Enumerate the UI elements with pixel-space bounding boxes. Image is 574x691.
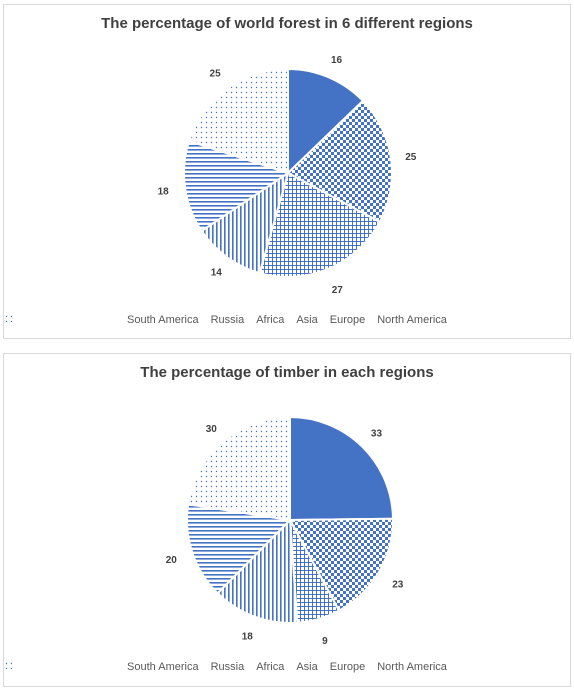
legend-swatch — [4, 314, 12, 322]
pie-slice-asia — [200, 170, 290, 275]
pie-slice-africa — [258, 171, 382, 278]
legend-timber: South America Russia Africa Asia Europe North… — [4, 661, 570, 673]
legend-label: South America — [127, 661, 199, 673]
legend-label: South America — [127, 314, 199, 326]
chart-title-forest: The percentage of world forest in 6 diff… — [101, 15, 473, 32]
data-label-africa: 27 — [332, 285, 344, 296]
legend-item-north-america: North America — [4, 661, 447, 673]
chart-panel-forest: The percentage of world forest in 6 diff… — [3, 4, 571, 339]
legend-label: North America — [377, 661, 447, 673]
legend-item-africa: Africa — [4, 661, 285, 673]
chart-panel-timber: The percentage of timber in each regions… — [3, 353, 571, 687]
legend-label: Europe — [329, 314, 366, 326]
data-label-north-america: 30 — [206, 424, 218, 435]
pie-slice-russia — [288, 517, 394, 612]
pie-slice-europe — [186, 503, 293, 595]
data-label-russia: 23 — [392, 579, 404, 590]
pie-slice-russia — [286, 99, 393, 224]
legend-item-asia: Asia — [4, 314, 318, 326]
data-label-russia: 25 — [405, 152, 417, 163]
legend-item-africa: Africa — [4, 314, 285, 326]
legend-swatch — [4, 661, 12, 669]
legend-item-south-america: South America — [4, 314, 199, 326]
data-label-europe: 18 — [158, 186, 170, 197]
pie-slice-north-america — [187, 67, 289, 175]
chart-title-timber: The percentage of timber in each regions — [140, 364, 434, 381]
legend-label: North America — [377, 314, 447, 326]
legend-forest: South America Russia Africa Asia Europe North… — [4, 314, 570, 326]
data-label-africa: 9 — [322, 636, 328, 647]
pie-slice-europe — [183, 139, 291, 233]
pie-slice-south-america — [289, 415, 395, 522]
legend-item-asia: Asia — [4, 661, 318, 673]
legend-item-europe: Europe — [4, 314, 366, 326]
legend-label: Asia — [296, 661, 318, 673]
pie-slice-north-america — [187, 415, 291, 522]
data-label-north-america: 25 — [210, 69, 222, 80]
data-label-asia: 14 — [211, 268, 223, 279]
legend-label: Africa — [256, 314, 285, 326]
pie-slice-asia — [216, 517, 299, 624]
legend-item-russia: Russia — [4, 661, 245, 673]
data-label-south-america: 33 — [371, 429, 383, 440]
legend-item-north-america: North America — [4, 314, 447, 326]
pie-chart-timber: 33 23 9 18 20 30 — [166, 415, 404, 647]
legend-label: Asia — [296, 314, 318, 326]
pie-slice-south-america — [287, 67, 365, 176]
legend-label: Russia — [210, 661, 245, 673]
data-label-south-america: 16 — [331, 55, 343, 66]
data-label-europe: 20 — [166, 555, 178, 566]
legend-item-south-america: South America — [4, 661, 199, 673]
data-label-asia: 18 — [242, 631, 254, 642]
legend-label: Europe — [329, 661, 366, 673]
legend-label: Russia — [210, 314, 245, 326]
legend-item-europe: Europe — [4, 661, 366, 673]
legend-item-russia: Russia — [4, 314, 245, 326]
pie-chart-forest: 16 25 27 14 18 25 — [158, 55, 417, 296]
legend-label: Africa — [256, 661, 285, 673]
